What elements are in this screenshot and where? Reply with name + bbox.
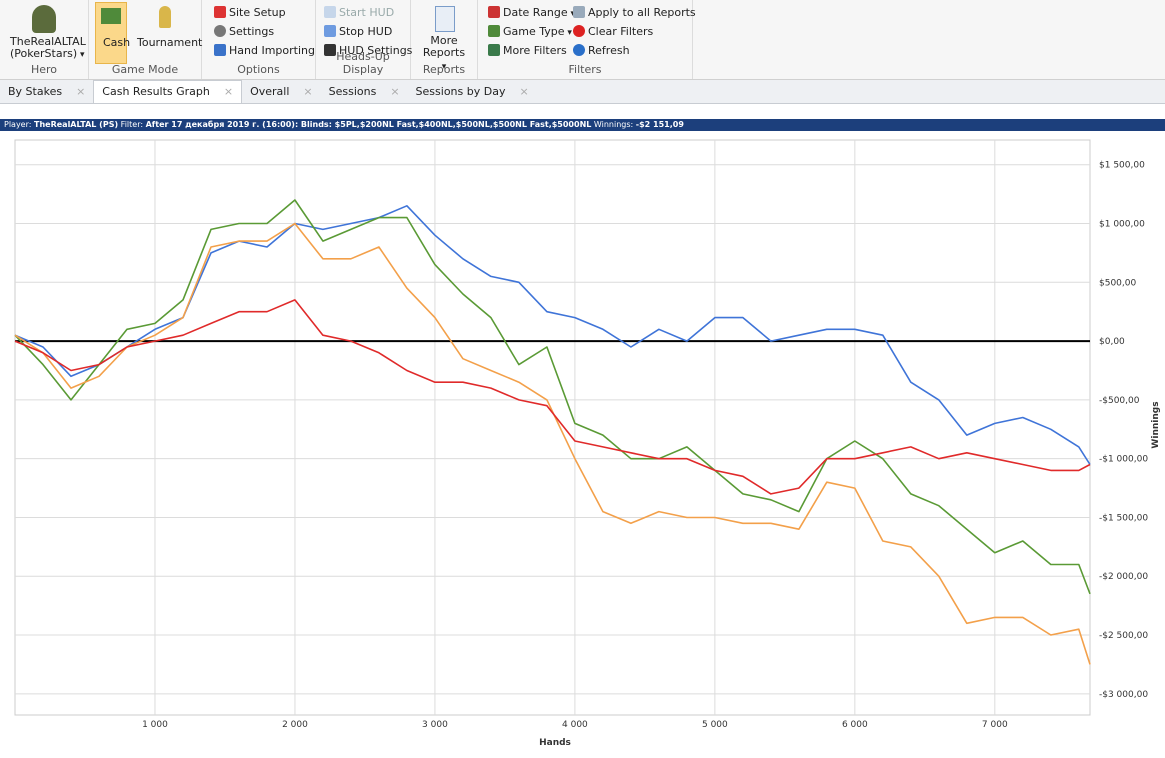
x-tick-label: 6 000 bbox=[842, 720, 868, 730]
clear-filters-button[interactable]: Clear Filters bbox=[573, 25, 653, 38]
hero-group: TheRealALTAL(PokerStars) Hero bbox=[0, 0, 89, 79]
hand-importing-button[interactable]: Hand Importing bbox=[214, 44, 315, 57]
cash-highlight bbox=[95, 2, 127, 64]
button-label: Hand Importing bbox=[229, 44, 315, 57]
reports-group: More Reports Reports bbox=[411, 0, 478, 79]
x-tick-label: 3 000 bbox=[422, 720, 448, 730]
cash-icon bbox=[101, 8, 121, 24]
tab-label: Sessions bbox=[328, 85, 377, 98]
series-line bbox=[14, 299, 1091, 495]
x-tick-label: 2 000 bbox=[282, 720, 308, 730]
y-tick-label: $1 000,00 bbox=[1099, 219, 1145, 229]
button-label: Game Type bbox=[503, 25, 572, 38]
filters-group: Date Range Game Type More Filters Apply … bbox=[478, 0, 696, 79]
button-label: Refresh bbox=[588, 44, 630, 57]
more-filters-button[interactable]: More Filters bbox=[488, 44, 567, 57]
y-axis-title: Winnings bbox=[1151, 401, 1161, 448]
x-tick-label: 7 000 bbox=[982, 720, 1008, 730]
group-label: Reports bbox=[422, 63, 466, 76]
hero-icon bbox=[32, 5, 56, 33]
apply-all-button[interactable]: Apply to all Reports bbox=[573, 6, 696, 19]
y-tick-label: -$1 000,00 bbox=[1099, 455, 1148, 465]
info-label: Winnings: bbox=[593, 120, 634, 129]
tab-label: Overall bbox=[250, 85, 290, 98]
button-label: Date Range bbox=[503, 6, 575, 19]
info-label: Filter: bbox=[120, 120, 144, 129]
tab-strip: By Stakes × Cash Results Graph × Overall × Ses… bbox=[0, 80, 1165, 104]
tab[interactable]: Sessions × bbox=[321, 81, 408, 103]
series-line bbox=[14, 205, 1091, 465]
hud-group: Start HUD Stop HUD HUD Settings Heads-Up… bbox=[316, 0, 412, 79]
tab[interactable]: By Stakes × bbox=[0, 81, 93, 103]
hero-button[interactable]: TheRealALTAL (PokerStars) bbox=[10, 36, 86, 61]
start-hud-button[interactable]: Start HUD bbox=[324, 6, 394, 19]
results-chart: Hands Winnings $1 500,00 $1 000,00 $500,00… bbox=[14, 139, 1161, 748]
tab-close[interactable]: × bbox=[223, 85, 234, 98]
tab-label: Cash Results Graph bbox=[102, 85, 210, 98]
site-setup-button[interactable]: Site Setup bbox=[214, 6, 286, 19]
hud-settings-button[interactable]: HUD Settings bbox=[324, 44, 412, 57]
info-label: Player: bbox=[4, 120, 32, 129]
group-label: Heads-Up Display bbox=[336, 50, 390, 76]
group-label: Game Mode bbox=[111, 63, 179, 76]
y-tick-label: $500,00 bbox=[1099, 278, 1136, 288]
y-tick-label: -$2 500,00 bbox=[1099, 631, 1148, 641]
info-player: TheRealALTAL (PS) bbox=[34, 120, 119, 129]
game-type-button[interactable]: Game Type bbox=[488, 25, 572, 38]
tab-label: By Stakes bbox=[8, 85, 63, 98]
group-label: Options bbox=[237, 63, 280, 76]
info-bar: Player: TheRealALTAL (PS) Filter: After … bbox=[0, 119, 1165, 131]
tournament-icon bbox=[159, 6, 171, 28]
tab-close[interactable]: × bbox=[390, 85, 400, 98]
ribbon: TheRealALTAL(PokerStars) Hero Cash Tourn… bbox=[0, 0, 1165, 80]
options-group: Site Setup Settings Hand Importing Optio… bbox=[202, 0, 316, 79]
date-range-button[interactable]: Date Range bbox=[488, 6, 575, 19]
x-tick-label: 5 000 bbox=[702, 720, 728, 730]
group-label: Hero bbox=[30, 63, 58, 76]
x-tick-label: 4 000 bbox=[562, 720, 588, 730]
y-tick-label: -$3 000,00 bbox=[1099, 690, 1148, 700]
cash-button[interactable]: Cash bbox=[103, 36, 131, 49]
tab[interactable]: Sessions by Day × bbox=[408, 81, 537, 103]
hero-site: (PokerStars) bbox=[10, 47, 85, 60]
group-label: Filters bbox=[568, 63, 602, 76]
series-line bbox=[14, 199, 1091, 595]
button-label: Site Setup bbox=[229, 6, 286, 19]
x-tick-label: 1 000 bbox=[142, 720, 168, 730]
tab-close[interactable]: × bbox=[303, 85, 313, 98]
y-tick-label: $1 500,00 bbox=[1099, 161, 1145, 171]
plot-area bbox=[14, 139, 1091, 716]
y-tick-label: -$1 500,00 bbox=[1099, 513, 1148, 523]
refresh-button[interactable]: Refresh bbox=[573, 44, 630, 57]
tab-close[interactable]: × bbox=[76, 85, 86, 98]
button-label: Stop HUD bbox=[339, 25, 393, 38]
tab-close[interactable]: × bbox=[519, 85, 529, 98]
button-label: Settings bbox=[229, 25, 275, 38]
info-filter: After 17 декабря 2019 г. (16:00): Blinds… bbox=[145, 120, 592, 129]
tab[interactable]: Overall × bbox=[242, 81, 321, 103]
y-tick-label: -$2 000,00 bbox=[1099, 572, 1148, 582]
y-tick-label: -$500,00 bbox=[1099, 396, 1140, 406]
y-tick-label: $0,00 bbox=[1099, 337, 1125, 347]
hero-name: TheRealALTAL bbox=[10, 35, 86, 48]
button-label: Start HUD bbox=[339, 6, 395, 19]
info-winnings: -$2 151,09 bbox=[635, 120, 684, 129]
button-label: More Filters bbox=[503, 44, 567, 57]
game-mode-group: Cash Tournament Game Mode bbox=[89, 0, 202, 79]
series-line bbox=[14, 222, 1091, 665]
button-label: Apply to all Reports bbox=[588, 6, 696, 19]
x-axis-title: Hands bbox=[539, 738, 571, 748]
tournament-button[interactable]: Tournament bbox=[137, 36, 203, 49]
reports-icon bbox=[435, 6, 455, 32]
stop-hud-button[interactable]: Stop HUD bbox=[324, 25, 392, 38]
tab[interactable]: Cash Results Graph × bbox=[93, 80, 243, 103]
more-reports-button[interactable]: More Reports bbox=[421, 35, 467, 73]
tab-label: Sessions by Day bbox=[415, 85, 506, 98]
settings-button[interactable]: Settings bbox=[214, 25, 274, 38]
button-label: HUD Settings bbox=[339, 44, 413, 57]
button-label: Clear Filters bbox=[588, 25, 654, 38]
